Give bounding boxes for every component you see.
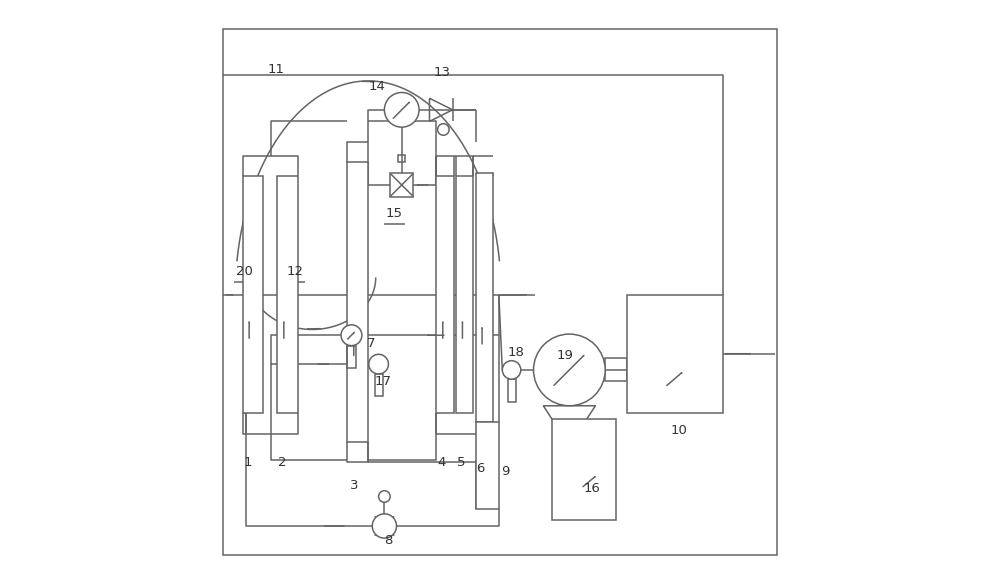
Bar [398,155,405,162]
Text: 14: 14 [369,80,386,93]
Bar [627,295,723,413]
Text: 5: 5 [456,456,465,469]
Bar [375,374,383,396]
Text: 18: 18 [508,346,525,359]
Circle shape [379,491,390,502]
Text: 10: 10 [671,424,688,437]
Text: 19: 19 [557,349,574,362]
Text: 4: 4 [437,456,446,469]
Circle shape [369,354,388,374]
Circle shape [384,92,419,127]
Text: 8: 8 [384,534,393,547]
Circle shape [502,361,521,379]
Text: 15: 15 [386,208,403,220]
Text: 12: 12 [286,265,303,278]
Text: 16: 16 [583,482,600,495]
Text: 9: 9 [502,465,510,477]
Circle shape [438,124,449,135]
Text: 1: 1 [243,456,252,469]
Text: 6: 6 [476,462,485,475]
Text: 7: 7 [367,338,375,350]
Text: 13: 13 [434,66,451,79]
Circle shape [372,514,397,538]
Bar [476,422,499,509]
Circle shape [341,325,362,346]
Text: 17: 17 [374,375,391,388]
Bar [347,346,356,368]
Bar [508,379,516,402]
Text: 11: 11 [267,63,284,76]
Text: 2: 2 [278,456,287,469]
Bar [476,173,493,422]
Circle shape [534,334,605,406]
Bar [277,176,298,413]
Text: 20: 20 [236,265,252,278]
Bar [347,162,368,442]
Bar [436,176,454,413]
Bar [390,173,413,197]
Bar [243,176,263,413]
Bar [605,358,627,381]
Text: 3: 3 [350,479,359,492]
Bar [552,419,616,520]
Bar [456,176,473,413]
